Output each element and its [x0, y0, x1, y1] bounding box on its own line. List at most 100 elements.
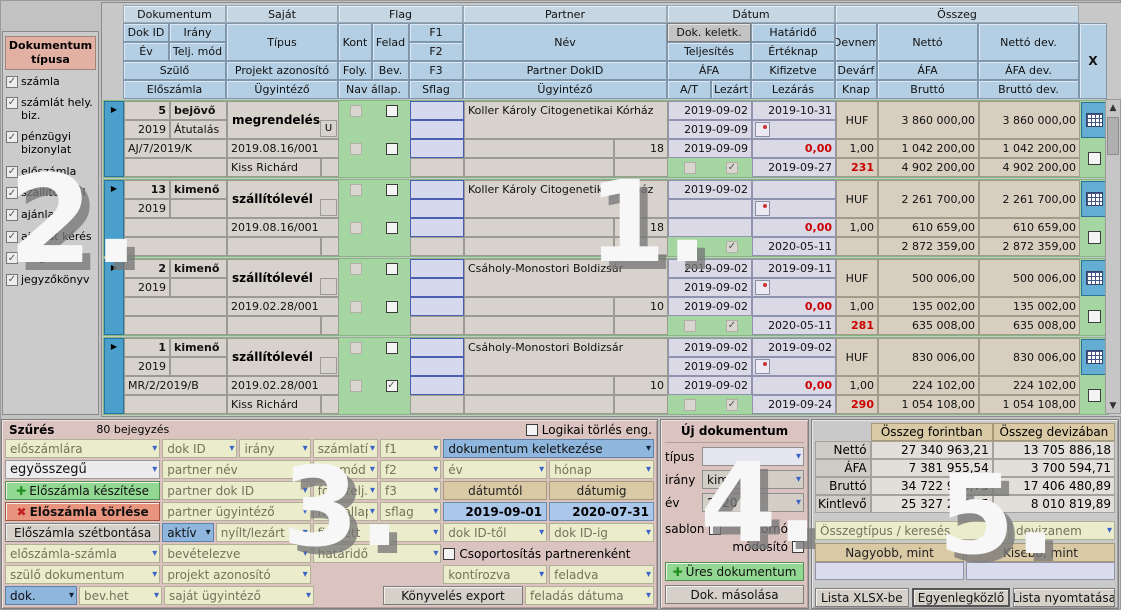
cell-szulo[interactable]: AJ/7/2019/K — [124, 139, 227, 158]
calendar-icon[interactable] — [755, 359, 770, 374]
accounting-export-button[interactable]: Könyvelés export — [383, 586, 523, 605]
cell-teljesites[interactable] — [668, 199, 752, 218]
checkbox-icon[interactable] — [6, 208, 18, 221]
new-doc-irany-select[interactable]: kimenő ▾ — [702, 470, 804, 489]
open-detail-button[interactable] — [1081, 260, 1107, 296]
col-afa-dev[interactable]: ÁFA dev. — [978, 61, 1079, 80]
a-t-checkbox[interactable] — [684, 161, 696, 174]
list-xlsx-button[interactable]: Lista XLSX-be — [815, 588, 909, 607]
cell-projekt[interactable]: 2019.08.16/001 — [227, 139, 339, 158]
cell-telj-mod[interactable] — [170, 199, 227, 218]
cell-partner-dokid[interactable]: 10 — [614, 376, 668, 395]
filter-dd-fizetett[interactable]: fizetett ▾ — [312, 523, 442, 542]
col-ev[interactable]: Év — [123, 42, 169, 61]
col-tipus[interactable]: Típus — [226, 23, 338, 61]
col-afa-osszeg[interactable]: ÁFA — [877, 61, 978, 80]
cell-f1[interactable] — [410, 101, 464, 120]
doctype-szamla[interactable]: számla — [6, 75, 96, 89]
cell-dok-keletk[interactable]: 2019-09-02 — [668, 180, 752, 199]
open-detail-button[interactable] — [1081, 339, 1107, 375]
copy-document-button[interactable]: Dok. másolása — [665, 585, 804, 604]
cell-partner-ugyintezo[interactable] — [464, 218, 614, 237]
kont-checkbox[interactable] — [350, 341, 362, 354]
cell-ev[interactable]: 2019 — [124, 199, 170, 218]
col-foly[interactable]: Foly. — [338, 61, 372, 80]
checkbox-icon[interactable] — [6, 165, 18, 178]
cell-brutto-dev[interactable]: 1 054 108,00 — [979, 395, 1080, 414]
cell-ev[interactable]: 2019 — [124, 357, 170, 376]
cell-lezaras[interactable]: 2020-05-11 — [752, 237, 836, 256]
cell-hatarido[interactable] — [752, 180, 836, 199]
cell-partner-ugyintezo[interactable] — [464, 139, 614, 158]
cell-afa-dev[interactable]: 135 002,00 — [979, 297, 1080, 316]
cell-brutto-dev[interactable]: 2 872 359,00 — [979, 237, 1080, 256]
cell-erteknap[interactable] — [752, 278, 836, 297]
felad-checkbox[interactable] — [385, 262, 398, 275]
filter-dd-honap[interactable]: hónap ▾ — [549, 460, 655, 479]
col-sflag[interactable]: Sflag — [409, 80, 463, 99]
cell-devnem[interactable]: HUF — [836, 259, 878, 297]
new-doc-ev-select[interactable]: 2020 ▾ — [702, 493, 804, 512]
cell-eloszamla[interactable] — [124, 316, 227, 335]
cell-kifizetve[interactable]: 0,00 — [752, 139, 836, 158]
col-teljesites[interactable]: Teljesítés — [667, 42, 751, 61]
cell-netto[interactable]: 3 860 000,00 — [878, 101, 979, 139]
group-partner[interactable]: Partner — [463, 5, 667, 23]
cell-tipus[interactable]: szállítólevél — [227, 180, 339, 218]
filter-dd-sflag[interactable]: sflag ▾ — [379, 502, 442, 521]
doctype-eloszamla[interactable]: előszámla — [6, 165, 96, 179]
col-eloszamla[interactable]: Előszámla — [123, 80, 226, 99]
checkbox-icon[interactable] — [6, 75, 18, 88]
cell-f3[interactable] — [410, 139, 464, 158]
filter-dd-f1[interactable]: f1 ▾ — [380, 439, 442, 458]
filter-dd-partner-dok-id[interactable]: partner dok ID ▾ — [162, 481, 311, 500]
filter-dd-dok[interactable]: dok. ▾ — [5, 586, 77, 605]
sztorno-toggle[interactable]: sztornó — [744, 522, 804, 536]
filter-dd-partner-nev[interactable]: partner név ▾ — [162, 460, 311, 479]
group-flag[interactable]: Flag — [338, 5, 463, 23]
print-list-button[interactable]: Lista nyomtatása — [1013, 588, 1115, 607]
cell-f1[interactable] — [410, 338, 464, 357]
cell-kifizetve[interactable]: 0,00 — [752, 218, 836, 237]
filter-dd-irany[interactable]: irány ▾ — [239, 439, 311, 458]
date-from-value[interactable]: 2019-09-01 — [443, 502, 548, 521]
col-netto[interactable]: Nettó — [877, 23, 978, 61]
checkbox-icon[interactable] — [6, 97, 18, 110]
cell-tipus[interactable]: szállítólevél — [227, 338, 339, 376]
sum-type-select[interactable]: Összegtípus / keresés ▾ — [815, 521, 1009, 540]
filter-dd-partner-ugyintezo[interactable]: partner ügyintéző ▾ — [162, 502, 311, 521]
table-row[interactable]: ▶ 2 kimenő szállítólevél Csáholy-Monosto… — [103, 258, 1109, 336]
cell-brutto[interactable]: 2 872 359,00 — [878, 237, 979, 256]
filter-dd-eloszamlara[interactable]: előszámlára ▾ — [5, 439, 161, 458]
table-row[interactable]: ▶ 1 kimenő szállítólevél Csáholy-Monosto… — [103, 337, 1109, 415]
cell-partner-dokid[interactable]: 18 — [614, 139, 668, 158]
cell-devnem[interactable]: HUF — [836, 101, 878, 139]
cell-telj-mod[interactable]: Átutalás — [170, 120, 227, 139]
col-afa-datum[interactable]: ÁFA — [667, 61, 751, 80]
col-irany[interactable]: Irány — [169, 23, 226, 42]
col-netto-dev[interactable]: Nettó dev. — [978, 23, 1079, 61]
col-szulo[interactable]: Szülő — [123, 61, 226, 80]
open-detail-button[interactable] — [1081, 102, 1107, 138]
cell-netto-dev[interactable]: 2 261 700,00 — [979, 180, 1080, 218]
cell-knap[interactable]: 231 — [836, 158, 878, 177]
filter-dd-bev-het[interactable]: bev.het ▾ — [79, 586, 162, 605]
col-f2[interactable]: F2 — [409, 42, 463, 61]
col-nev[interactable]: Név — [463, 23, 667, 61]
cell-erteknap[interactable] — [752, 120, 836, 139]
cell-devarf[interactable]: 1,00 — [836, 139, 878, 158]
calendar-icon[interactable] — [755, 280, 770, 295]
table-row[interactable]: ▶ 13 kimenő szállítólevél Koller Károly … — [103, 179, 1109, 257]
row-select-checkbox[interactable] — [1087, 388, 1101, 402]
cell-dok-keletk[interactable]: 2019-09-02 — [668, 259, 752, 278]
col-felad[interactable]: Felad — [372, 23, 409, 61]
group-dokumentum[interactable]: Dokumentum — [123, 5, 226, 23]
modosito-toggle[interactable]: módosító — [732, 540, 804, 554]
cell-partner-nev[interactable]: Csáholy-Monostori Boldizsár — [464, 338, 668, 376]
cell-netto[interactable]: 830 006,00 — [878, 338, 979, 376]
cell-brutto-dev[interactable]: 635 008,00 — [979, 316, 1080, 335]
col-devarf[interactable]: Devárf — [835, 61, 877, 80]
cell-brutto[interactable]: 4 902 200,00 — [878, 158, 979, 177]
foly-checkbox[interactable] — [350, 379, 362, 392]
kont-checkbox[interactable] — [350, 183, 362, 196]
